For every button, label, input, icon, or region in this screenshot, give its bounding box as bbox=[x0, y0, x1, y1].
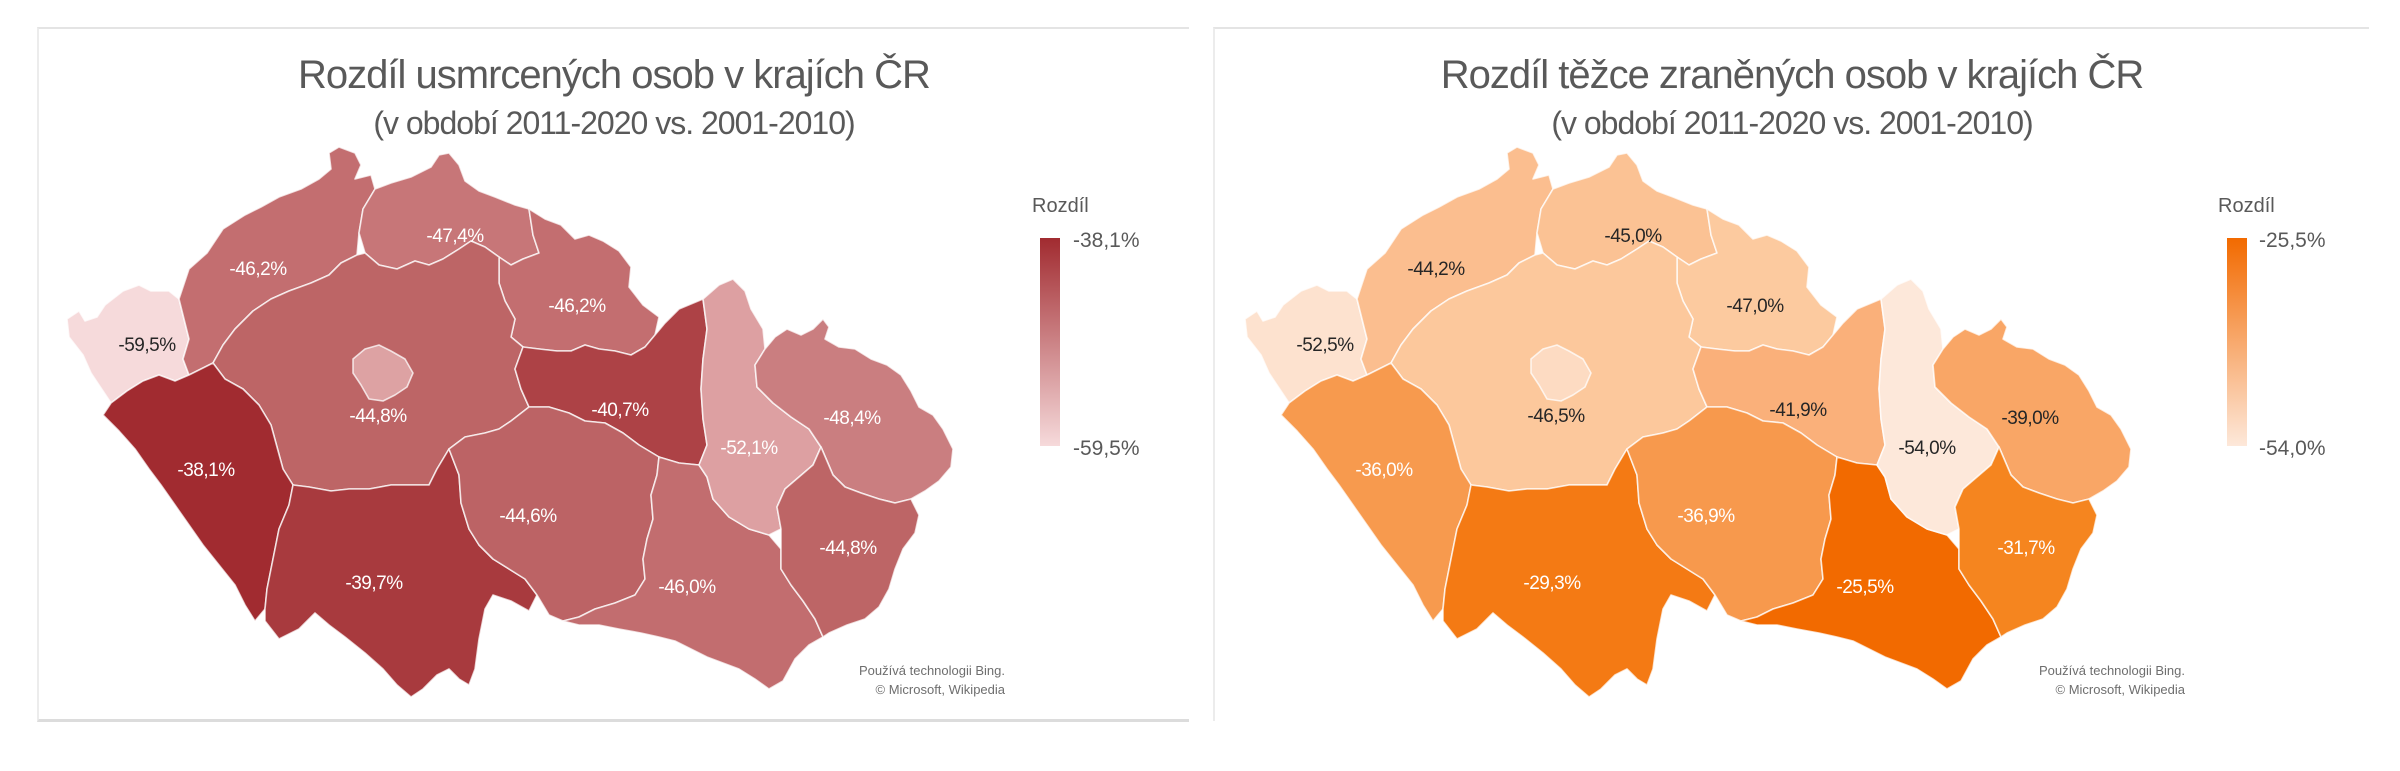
credit-line-copyright: © Microsoft, Wikipedia bbox=[2055, 682, 2186, 697]
region-moravskoslezsky[interactable] bbox=[754, 318, 954, 504]
region-value-label: -46,5% bbox=[1527, 406, 1585, 427]
region-value-label: -45,0% bbox=[1604, 226, 1662, 247]
region-value-label: -54,0% bbox=[1898, 438, 1956, 459]
region-value-label: -39,7% bbox=[345, 573, 403, 594]
region-value-label: -31,7% bbox=[1997, 538, 2055, 559]
region-liberecky[interactable] bbox=[358, 152, 540, 270]
region-value-label: -47,0% bbox=[1726, 296, 1784, 317]
chart-subtitle: (v období 2011-2020 vs. 2001-2010) bbox=[1551, 105, 2033, 141]
chart-title: Rozdíl usmrcených osob v krajích ČR bbox=[298, 53, 931, 97]
region-value-label: -46,2% bbox=[548, 296, 606, 317]
chart-title: Rozdíl těžce zraněných osob v krajích ČR bbox=[1440, 53, 2145, 97]
legend-min-label: -59,5% bbox=[1073, 437, 1140, 460]
region-value-label: -52,5% bbox=[1296, 335, 1354, 356]
legend-color-scale bbox=[2227, 238, 2247, 446]
region-zlinsky[interactable] bbox=[776, 446, 920, 638]
legend-max-label: -38,1% bbox=[1073, 229, 1140, 252]
region-praha[interactable] bbox=[352, 344, 414, 402]
czech-region-map: -52,5% -44,2% -45,0% -47,0% -46,5% -41,9% -36,… bbox=[1244, 146, 2132, 698]
region-value-label: -44,2% bbox=[1407, 259, 1465, 280]
map-chart-fatalities: Rozdíl usmrcených osob v krajích ČR (v o… bbox=[37, 27, 1189, 722]
region-value-label: -52,1% bbox=[720, 438, 778, 459]
region-value-label: -48,4% bbox=[823, 408, 881, 429]
region-value-label: -36,0% bbox=[1355, 460, 1413, 481]
legend-title: Rozdíl bbox=[2218, 195, 2275, 217]
region-value-label: -39,0% bbox=[2001, 408, 2059, 429]
region-moravskoslezsky[interactable] bbox=[1932, 318, 2132, 504]
czech-region-map: -59,5% -46,2% -47,4% -46,2% -44,8% -40,7% -38,… bbox=[66, 146, 954, 698]
legend-max-label: -25,5% bbox=[2259, 229, 2326, 252]
credit-line-copyright: © Microsoft, Wikipedia bbox=[875, 682, 1006, 697]
region-value-label: -44,6% bbox=[499, 506, 557, 527]
region-value-label: -44,8% bbox=[819, 538, 877, 559]
regions-layer: -52,5% -44,2% -45,0% -47,0% -46,5% -41,9% -36,… bbox=[1244, 146, 2132, 698]
region-value-label: -36,9% bbox=[1677, 506, 1735, 527]
region-value-label: -29,3% bbox=[1523, 573, 1581, 594]
region-zlinsky[interactable] bbox=[1954, 446, 2098, 638]
chart-subtitle: (v období 2011-2020 vs. 2001-2010) bbox=[373, 105, 855, 141]
credit-line-bing: Používá technologii Bing. bbox=[859, 663, 1005, 678]
map-chart-serious-injuries: Rozdíl těžce zraněných osob v krajích ČR… bbox=[1213, 27, 2369, 721]
region-value-label: -59,5% bbox=[118, 335, 176, 356]
map-credit: Používá technologii Bing. © Microsoft, W… bbox=[739, 661, 1005, 699]
region-value-label: -40,7% bbox=[591, 400, 649, 421]
legend-title: Rozdíl bbox=[1032, 195, 1089, 217]
map-credit: Používá technologii Bing. © Microsoft, W… bbox=[1919, 661, 2185, 699]
region-liberecky[interactable] bbox=[1536, 152, 1718, 270]
region-value-label: -41,9% bbox=[1769, 400, 1827, 421]
region-jihocesky[interactable] bbox=[264, 448, 538, 698]
regions-layer: -59,5% -46,2% -47,4% -46,2% -44,8% -40,7% -38,… bbox=[66, 146, 954, 698]
region-value-label: -38,1% bbox=[177, 460, 235, 481]
region-praha[interactable] bbox=[1530, 344, 1592, 402]
region-value-label: -46,2% bbox=[229, 259, 287, 280]
region-value-label: -47,4% bbox=[426, 226, 484, 247]
region-jihocesky[interactable] bbox=[1442, 448, 1716, 698]
credit-line-bing: Používá technologii Bing. bbox=[2039, 663, 2185, 678]
legend-color-scale bbox=[1040, 238, 1060, 446]
region-value-label: -46,0% bbox=[658, 577, 716, 598]
legend-min-label: -54,0% bbox=[2259, 437, 2326, 460]
region-value-label: -44,8% bbox=[349, 406, 407, 427]
region-value-label: -25,5% bbox=[1836, 577, 1894, 598]
